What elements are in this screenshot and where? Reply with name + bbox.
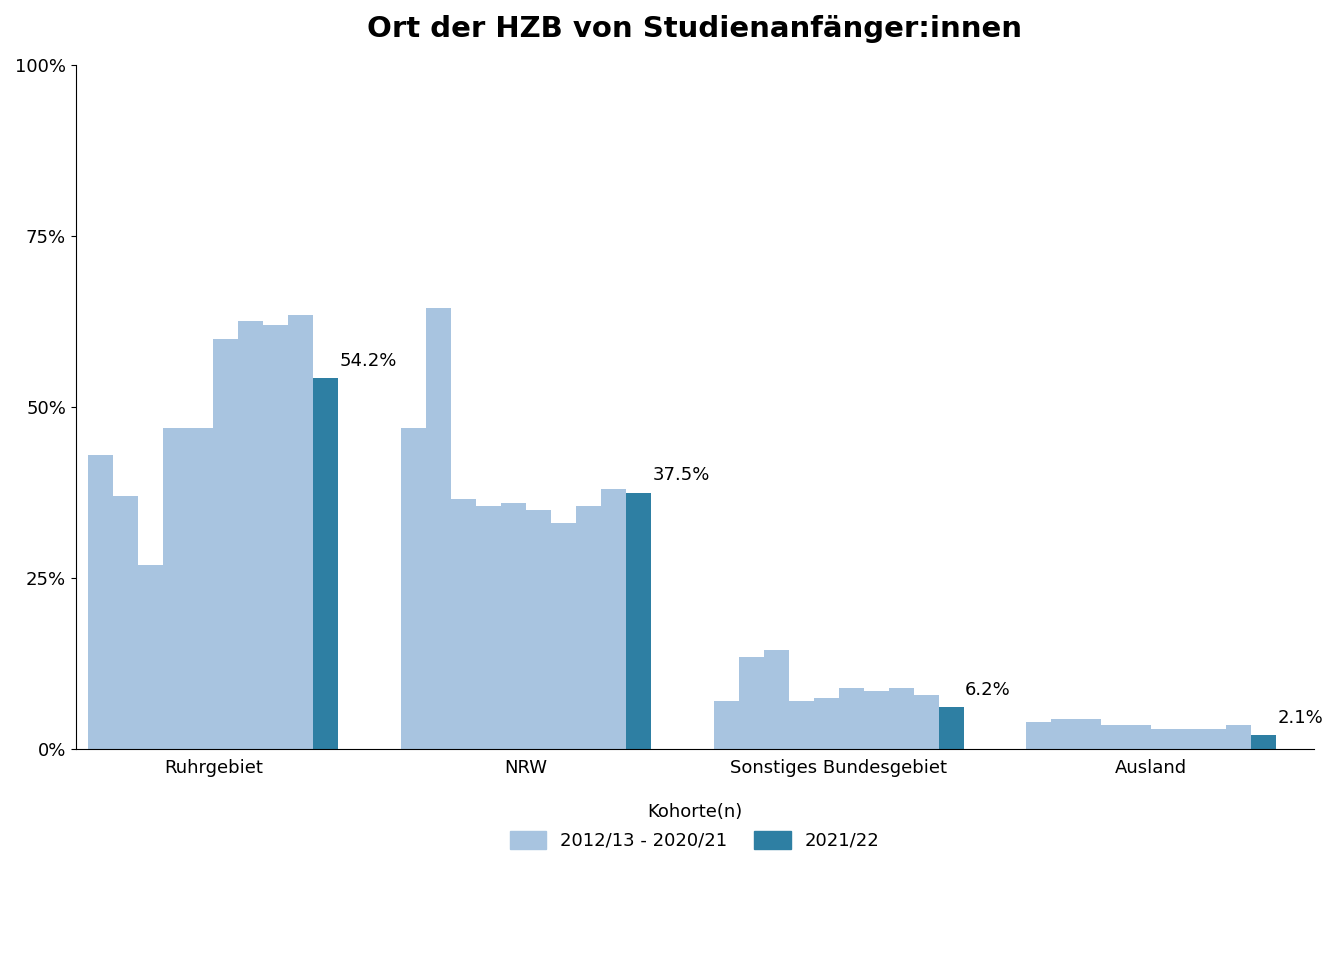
Bar xyxy=(601,490,626,750)
Bar xyxy=(626,492,650,750)
Bar xyxy=(714,702,738,750)
Bar xyxy=(263,324,289,750)
Bar xyxy=(738,657,763,750)
Bar xyxy=(289,315,313,750)
Bar xyxy=(313,378,339,750)
Bar xyxy=(138,564,163,750)
Bar xyxy=(551,523,577,750)
Bar xyxy=(238,322,263,750)
Bar xyxy=(763,650,789,750)
Bar xyxy=(1077,718,1101,750)
Bar xyxy=(113,496,138,750)
Bar xyxy=(1152,729,1176,750)
Bar xyxy=(813,698,839,750)
Bar xyxy=(1226,726,1251,750)
Bar xyxy=(1202,729,1226,750)
Text: 54.2%: 54.2% xyxy=(340,352,396,371)
Text: 6.2%: 6.2% xyxy=(965,681,1011,699)
Bar xyxy=(401,427,426,750)
Bar xyxy=(450,499,476,750)
Text: 37.5%: 37.5% xyxy=(652,467,710,485)
Bar xyxy=(214,339,238,750)
Bar xyxy=(1126,726,1152,750)
Bar xyxy=(89,455,113,750)
Bar xyxy=(188,427,214,750)
Bar xyxy=(1251,735,1277,750)
Bar xyxy=(789,702,813,750)
Bar xyxy=(1051,718,1077,750)
Bar xyxy=(1025,722,1051,750)
Bar xyxy=(476,506,501,750)
Bar xyxy=(526,510,551,750)
Bar xyxy=(1176,729,1202,750)
Bar xyxy=(839,687,864,750)
Bar xyxy=(501,503,526,750)
Legend: 2012/13 - 2020/21, 2021/22: 2012/13 - 2020/21, 2021/22 xyxy=(509,804,880,850)
Title: Ort der HZB von Studienanfänger:innen: Ort der HZB von Studienanfänger:innen xyxy=(367,15,1023,43)
Bar xyxy=(938,707,964,750)
Bar xyxy=(426,308,450,750)
Bar xyxy=(1101,726,1126,750)
Bar xyxy=(577,506,601,750)
Bar xyxy=(163,427,188,750)
Bar xyxy=(914,695,938,750)
Bar xyxy=(864,691,888,750)
Bar xyxy=(888,687,914,750)
Text: 2.1%: 2.1% xyxy=(1278,708,1324,727)
